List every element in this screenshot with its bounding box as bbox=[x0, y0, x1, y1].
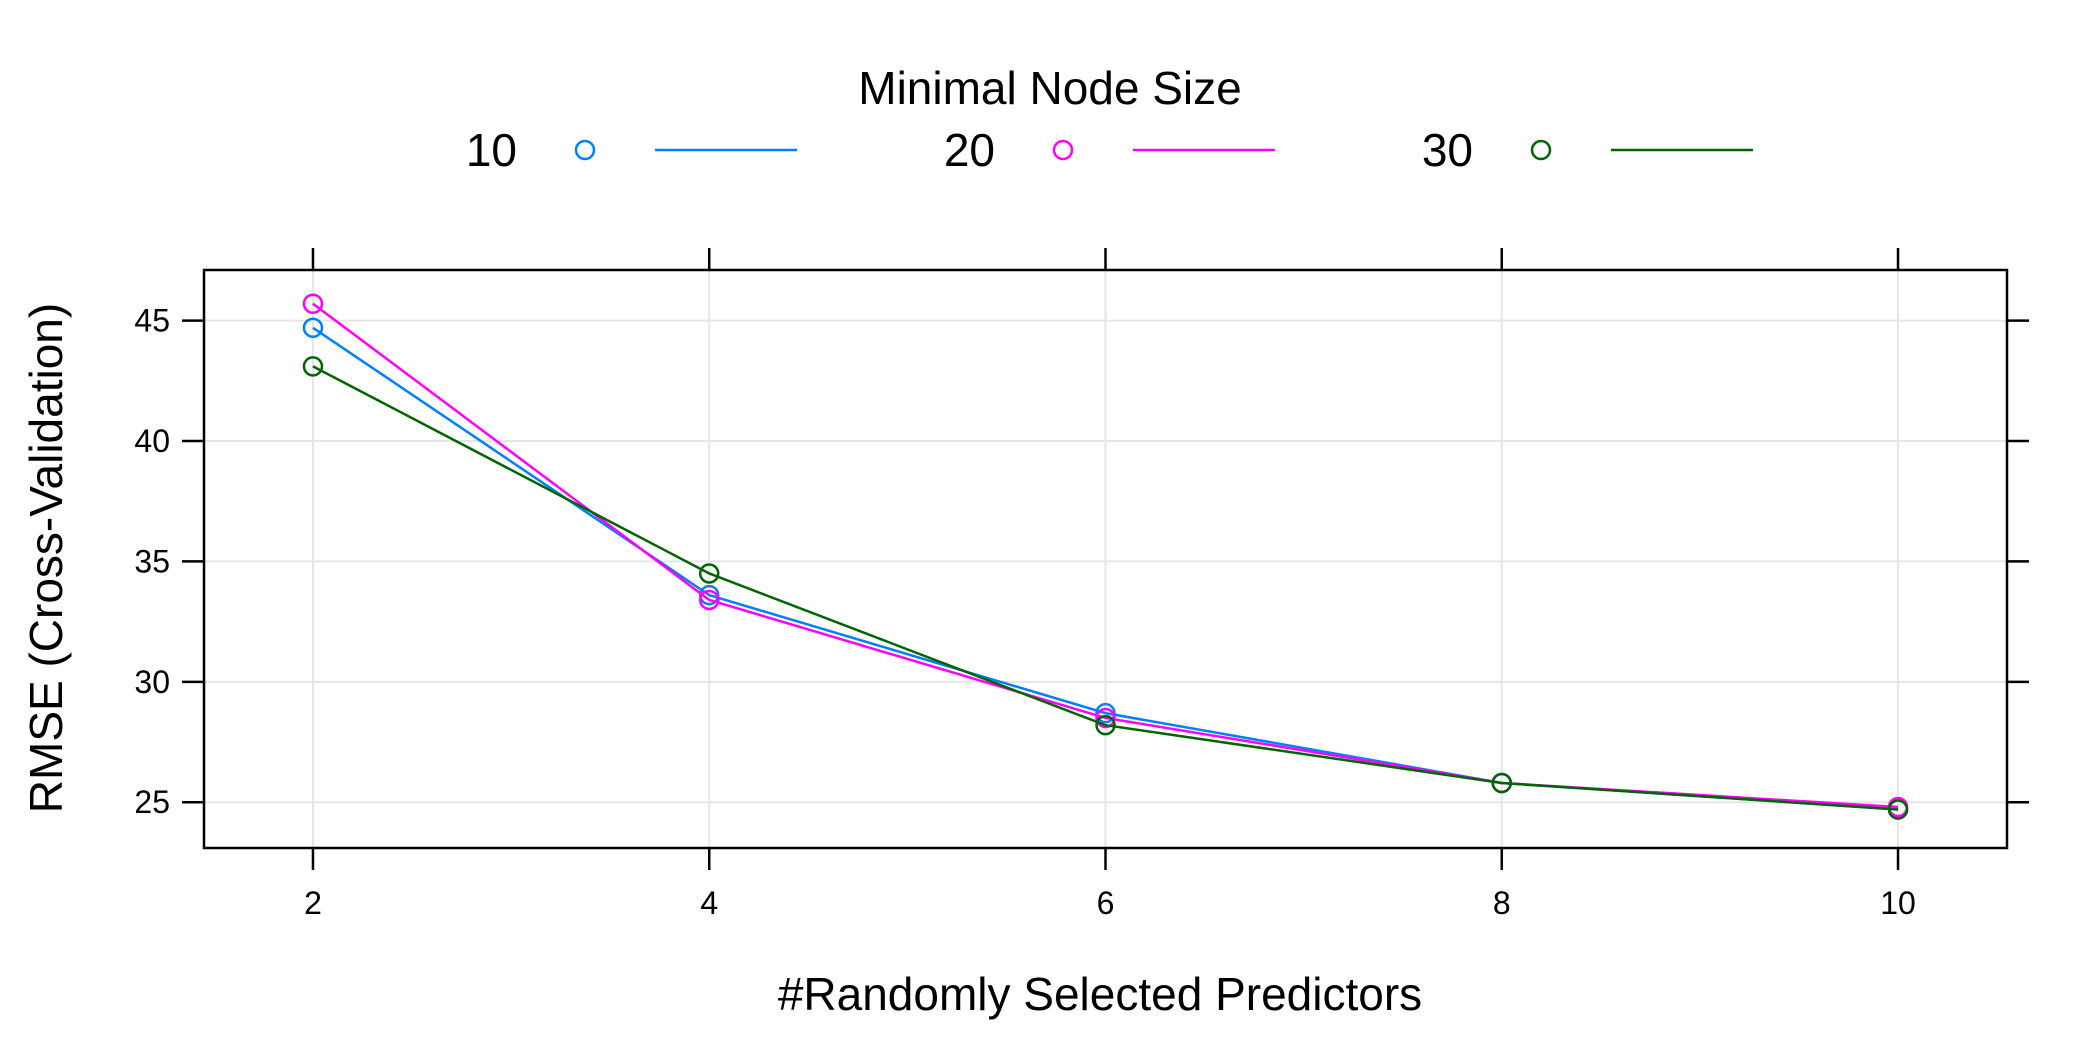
x-tick-label: 2 bbox=[304, 885, 322, 921]
data-point bbox=[302, 293, 324, 314]
series-line bbox=[312, 365, 1899, 811]
x-tick-label: 8 bbox=[1493, 885, 1511, 921]
legend-item-20: 20 bbox=[944, 124, 1275, 176]
y-tick-label: 30 bbox=[134, 664, 170, 700]
y-tick-label: 45 bbox=[134, 303, 170, 339]
legend: Minimal Node Size 10 20 30 bbox=[466, 62, 1753, 176]
y-axis-ticks: 25 30 35 40 45 bbox=[134, 303, 2029, 820]
legend-label: 30 bbox=[1422, 124, 1473, 176]
legend-marker bbox=[1530, 139, 1552, 161]
data-point bbox=[698, 563, 720, 584]
legend-label: 20 bbox=[944, 124, 995, 176]
legend-items: 10 20 30 bbox=[466, 124, 1753, 176]
series-30 bbox=[302, 356, 1909, 820]
legend-marker bbox=[574, 139, 596, 161]
data-point bbox=[302, 317, 324, 339]
legend-label: 10 bbox=[466, 124, 517, 176]
x-axis-title: #Randomly Selected Predictors bbox=[778, 968, 1422, 1020]
y-axis-title: RMSE (Cross-Validation) bbox=[20, 303, 72, 813]
x-axis-ticks: 2 4 6 8 10 bbox=[304, 248, 1916, 921]
x-tick-label: 4 bbox=[700, 885, 718, 921]
data-point bbox=[1887, 799, 1909, 820]
y-tick-label: 25 bbox=[134, 784, 170, 820]
x-tick-label: 6 bbox=[1097, 885, 1115, 921]
data-point bbox=[698, 589, 720, 611]
data-point bbox=[1491, 772, 1513, 794]
legend-title: Minimal Node Size bbox=[858, 62, 1241, 114]
legend-marker bbox=[1052, 139, 1074, 161]
data-point bbox=[1095, 707, 1116, 729]
data-point bbox=[302, 356, 324, 377]
x-tick-label: 10 bbox=[1880, 885, 1916, 921]
legend-item-30: 30 bbox=[1422, 124, 1753, 176]
grid bbox=[204, 270, 2007, 848]
y-tick-label: 35 bbox=[134, 543, 170, 579]
series-layer bbox=[302, 293, 1909, 820]
data-point bbox=[1095, 714, 1116, 736]
legend-item-10: 10 bbox=[466, 124, 797, 176]
y-tick-label: 40 bbox=[134, 423, 170, 459]
